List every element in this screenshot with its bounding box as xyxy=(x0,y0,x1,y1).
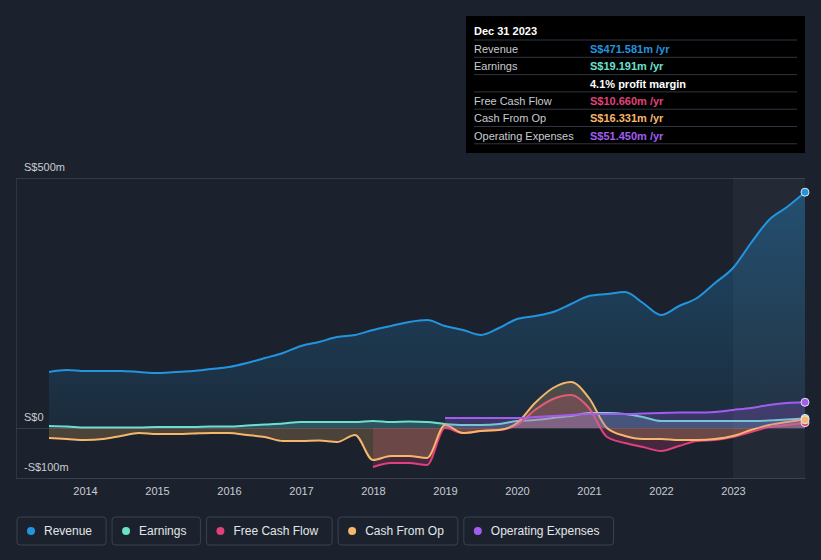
annotation-label: Free Cash Flow xyxy=(474,95,552,107)
x-tick: 2017 xyxy=(289,478,313,497)
y-tick: S$500m xyxy=(16,161,805,179)
annotation-value: S$51.450m /yr xyxy=(590,130,664,142)
x-axis-line xyxy=(50,478,806,479)
end-point xyxy=(801,398,809,406)
annotation-separator xyxy=(474,91,797,92)
x-tick: 2014 xyxy=(73,478,97,497)
annotation-label: Operating Expenses xyxy=(474,130,574,142)
chart: -S$100m S$0 S$500m 2014 2015 2016 2017 2018 2019… xyxy=(0,0,821,560)
area xyxy=(49,382,805,460)
x-axis: 2014 2015 2016 2017 2018 2019 2020 2021 2022 2023 xyxy=(50,478,806,497)
x-tick: 2015 xyxy=(145,478,169,497)
legend-box[interactable] xyxy=(112,517,200,545)
annotation-value: S$471.581m /yr xyxy=(590,43,670,55)
x-tick-label: 2023 xyxy=(721,485,745,497)
annotation-separator xyxy=(474,57,797,58)
legend-label: Earnings xyxy=(139,524,186,538)
x-tick: 2019 xyxy=(433,478,457,497)
legend-swatch xyxy=(348,527,356,535)
grid-line xyxy=(16,478,805,479)
x-tick-label: 2016 xyxy=(217,485,241,497)
legend-box[interactable] xyxy=(338,517,458,545)
annotation-separator xyxy=(474,109,797,110)
y-axis: -S$100m S$0 S$500m xyxy=(16,161,805,479)
legend-label: Cash From Op xyxy=(365,524,444,538)
annotation-label: Cash From Op xyxy=(474,112,546,124)
annotation-title: Dec 31 2023 xyxy=(474,25,537,37)
legend-item[interactable]: Operating Expenses xyxy=(464,517,614,545)
line xyxy=(445,402,805,418)
legend-item[interactable]: Cash From Op xyxy=(338,517,458,545)
x-tick: 2016 xyxy=(217,478,241,497)
annotation-separator xyxy=(474,40,797,41)
legend-swatch xyxy=(122,527,130,535)
y-tick-label: S$0 xyxy=(24,411,44,423)
annotation-separator xyxy=(474,143,797,144)
annotation-value: 4.1% profit margin xyxy=(590,78,686,90)
x-tick-label: 2022 xyxy=(649,485,673,497)
annotation: Dec 31 2023 Revenue S$471.581m /yr Earnings… xyxy=(466,16,805,153)
background xyxy=(0,0,821,560)
legend-box[interactable] xyxy=(17,517,106,545)
x-tick-label: 2015 xyxy=(145,485,169,497)
x-tick: 2022 xyxy=(649,478,673,497)
legend-swatch xyxy=(27,527,35,535)
end-point xyxy=(801,188,809,196)
legend-box[interactable] xyxy=(206,517,332,545)
legend: Revenue Earnings Free Cash Flow Cash From O… xyxy=(17,517,614,545)
x-tick: 2021 xyxy=(577,478,601,497)
annotation-separator xyxy=(474,126,797,127)
x-tick-label: 2021 xyxy=(577,485,601,497)
legend-label: Operating Expenses xyxy=(491,524,600,538)
end-points xyxy=(801,188,809,426)
x-tick: 2020 xyxy=(505,478,529,497)
x-tick: 2023 xyxy=(721,478,745,497)
annotation-box xyxy=(466,16,805,153)
annotation-label: Earnings xyxy=(474,60,518,72)
y-tick-label: -S$100m xyxy=(24,461,69,473)
x-tick-label: 2019 xyxy=(433,485,457,497)
x-tick-label: 2020 xyxy=(505,485,529,497)
annotation-separator xyxy=(474,74,797,75)
x-tick-label: 2017 xyxy=(289,485,313,497)
area xyxy=(49,192,805,428)
annotation-value: S$19.191m /yr xyxy=(590,60,664,72)
area xyxy=(445,402,805,428)
legend-box[interactable] xyxy=(464,517,614,545)
annotation-value: S$16.331m /yr xyxy=(590,112,664,124)
plot-area xyxy=(49,178,805,478)
annotation-value: S$10.660m /yr xyxy=(590,95,664,107)
legend-label: Revenue xyxy=(44,524,92,538)
grid-line xyxy=(16,178,805,179)
line xyxy=(49,192,805,373)
annotation-label: Revenue xyxy=(474,43,518,55)
legend-item[interactable]: Free Cash Flow xyxy=(206,517,332,545)
end-point xyxy=(801,416,809,424)
y-tick-label: S$500m xyxy=(24,161,65,173)
legend-swatch xyxy=(474,527,482,535)
x-tick-label: 2018 xyxy=(361,485,385,497)
x-tick-label: 2014 xyxy=(73,485,97,497)
y-axis-line xyxy=(16,179,17,479)
legend-label: Free Cash Flow xyxy=(233,524,318,538)
legend-swatch xyxy=(216,527,224,535)
x-tick: 2018 xyxy=(361,478,385,497)
legend-item[interactable]: Earnings xyxy=(112,517,200,545)
legend-item[interactable]: Revenue xyxy=(17,517,106,545)
line xyxy=(49,382,805,460)
